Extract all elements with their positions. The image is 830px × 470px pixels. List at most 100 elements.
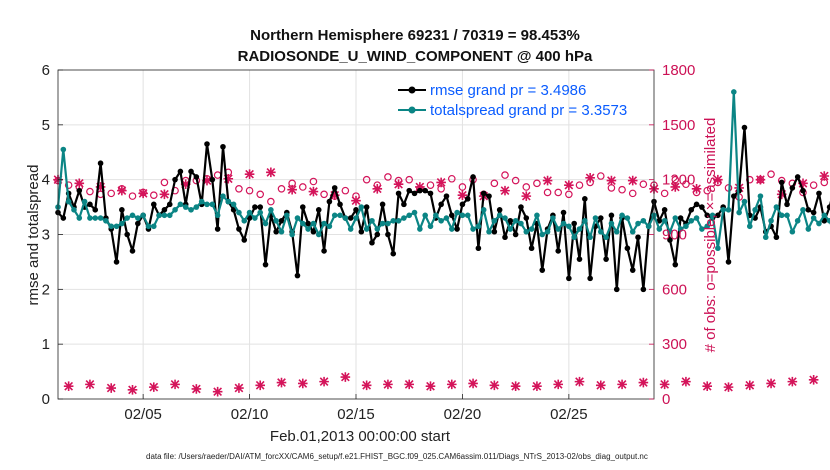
- rmse-point: [560, 209, 567, 216]
- spread-point: [401, 215, 407, 221]
- spread-point: [603, 234, 609, 241]
- rmse-point: [87, 201, 93, 208]
- rmse-point: [369, 239, 375, 246]
- spread-point: [762, 234, 769, 241]
- spread-point: [656, 226, 663, 232]
- spread-point: [161, 212, 168, 219]
- spread-point: [140, 212, 146, 219]
- spread-point: [321, 220, 327, 227]
- spread-point: [342, 215, 349, 221]
- spread-point: [778, 212, 785, 219]
- rmse-point: [124, 231, 130, 238]
- rmse-point: [715, 212, 721, 219]
- obs-possible-marker: [533, 179, 541, 188]
- spread-point: [119, 220, 125, 227]
- obs-possible-marker: [86, 187, 94, 196]
- obs-assimilated-marker: [744, 380, 755, 391]
- spread-point: [347, 226, 354, 232]
- spread-point: [555, 226, 562, 232]
- spread-point: [518, 220, 524, 227]
- rmse-point: [677, 215, 684, 221]
- rmse-point: [401, 201, 407, 208]
- obs-assimilated-marker: [564, 180, 574, 190]
- spread-point: [512, 217, 519, 224]
- spread-point: [241, 217, 248, 224]
- spread-point: [805, 226, 812, 232]
- spread-point: [406, 212, 413, 219]
- rmse-point: [438, 201, 444, 208]
- spread-point: [582, 217, 588, 224]
- obs-possible-marker: [618, 185, 626, 194]
- rmse-point: [278, 217, 285, 224]
- obs-possible-marker: [543, 188, 552, 197]
- spread-point: [550, 215, 556, 221]
- obs-possible-marker: [660, 189, 669, 198]
- spread-point: [741, 198, 748, 205]
- spread-point: [624, 215, 631, 221]
- spread-point: [459, 212, 466, 219]
- obs-possible-marker: [256, 190, 265, 199]
- rmse-point: [539, 267, 546, 273]
- spread-point: [539, 231, 546, 238]
- rmse-point: [60, 215, 67, 221]
- obs-assimilated-marker: [383, 379, 393, 390]
- rmse-point: [480, 190, 487, 197]
- y-axis-label-right: # of obs: o=possible; ×=assimilated: [702, 118, 719, 353]
- rmse-point: [379, 201, 386, 208]
- spread-point: [97, 215, 104, 221]
- spread-point: [502, 215, 508, 221]
- legend-rmse-marker: [408, 86, 416, 94]
- rmse-point: [448, 212, 455, 219]
- obs-assimilated-marker: [180, 179, 191, 190]
- rmse-point: [555, 248, 562, 254]
- spread-point: [704, 223, 711, 230]
- obs-assimilated-marker: [595, 380, 606, 391]
- spread-point: [81, 198, 88, 205]
- rmse-point: [443, 193, 450, 199]
- rmse-point: [385, 231, 391, 238]
- rmse-point: [613, 286, 620, 293]
- x-tick-label: 02/25: [550, 406, 588, 423]
- obs-assimilated-marker: [202, 175, 212, 186]
- obs-possible-marker: [405, 175, 414, 184]
- obs-assimilated-marker: [755, 174, 766, 185]
- spread-point: [331, 212, 338, 219]
- obs-assimilated-marker: [798, 178, 808, 189]
- spread-point: [87, 215, 93, 221]
- spread-point: [278, 228, 285, 235]
- obs-assimilated-marker: [308, 186, 319, 197]
- spread-point: [470, 226, 476, 232]
- y-tick-label-left: 5: [42, 117, 50, 134]
- rmse-point: [177, 168, 184, 175]
- rmse-point: [507, 217, 514, 224]
- obs-assimilated-marker: [521, 191, 532, 201]
- obs-assimilated-marker: [212, 386, 223, 397]
- spread-point: [826, 217, 830, 224]
- obs-possible-marker: [447, 174, 456, 183]
- spread-point: [198, 198, 205, 205]
- spread-point: [576, 226, 583, 232]
- spread-point: [672, 215, 679, 221]
- rmse-point: [571, 220, 577, 227]
- spread-point: [262, 220, 269, 227]
- obs-assimilated-marker: [159, 189, 170, 200]
- spread-point: [491, 217, 498, 224]
- obs-assimilated-marker: [681, 376, 691, 387]
- obs-assimilated-marker: [425, 381, 436, 392]
- spread-point: [454, 209, 460, 216]
- spread-point: [257, 209, 264, 216]
- obs-assimilated-marker: [127, 385, 138, 395]
- rmse-point: [129, 248, 136, 254]
- rmse-point: [209, 176, 216, 183]
- obs-possible-marker: [309, 177, 318, 186]
- legend: rmse grand pr = 3.4986 totalspread grand…: [398, 82, 627, 119]
- spread-point: [800, 207, 806, 213]
- obs-possible-marker: [501, 171, 509, 179]
- y-tick-label-left: 1: [42, 336, 50, 353]
- spread-point: [379, 220, 386, 227]
- rmse-point: [635, 234, 641, 241]
- spread-point: [677, 226, 684, 232]
- spread-point: [358, 204, 365, 210]
- spread-point: [273, 217, 279, 224]
- spread-point: [523, 228, 530, 235]
